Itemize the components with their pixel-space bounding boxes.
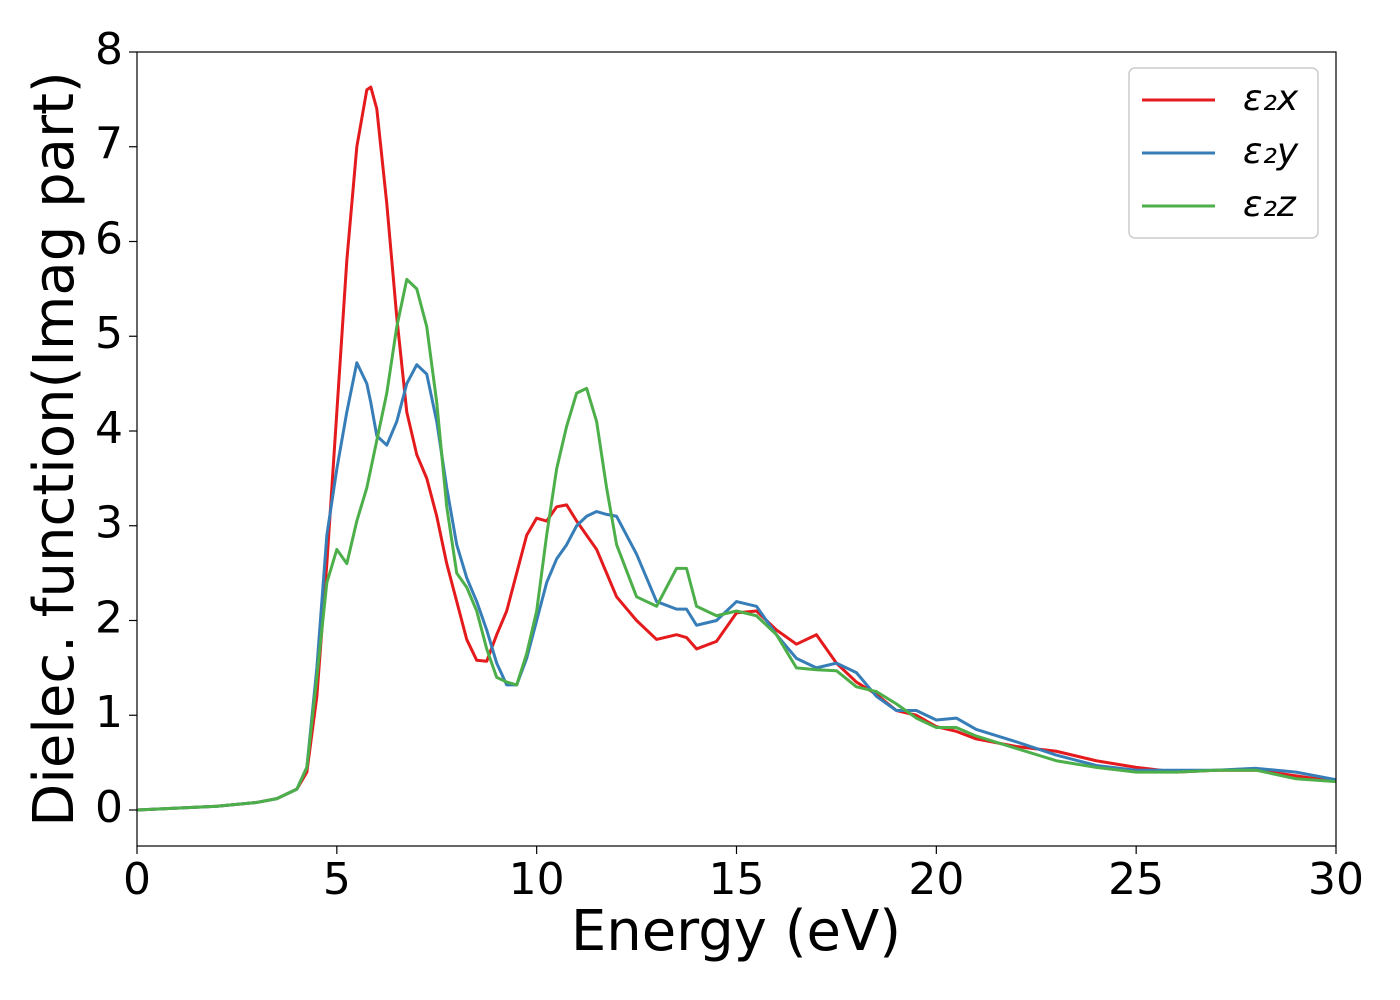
x-tick-label: 5 [323,854,351,905]
legend-label: ε₂y [1243,131,1299,172]
y-tick-label: 0 [95,782,123,833]
x-tick-label: 30 [1308,854,1364,905]
y-axis-label: Dielec. function(Imag part) [22,71,87,827]
y-tick-label: 5 [95,308,123,359]
y-tick-label: 4 [95,403,123,454]
y-tick-label: 2 [95,592,123,643]
x-tick-label: 15 [709,854,765,905]
y-tick-label: 6 [95,213,123,264]
series-line [136,277,1337,812]
legend-label: ε₂x [1243,78,1299,119]
x-tick-label: 0 [123,854,151,905]
x-tick-label: 25 [1108,854,1164,905]
x-tick-label: 10 [509,854,565,905]
x-axis-label: Energy (eV) [571,899,901,964]
y-tick-label: 8 [95,24,123,75]
y-tick-label: 7 [95,119,123,170]
legend-box [1128,67,1319,239]
y-tick-label: 1 [95,687,123,738]
series-line [136,361,1337,812]
y-tick-label: 3 [95,498,123,549]
legend-label: ε₂z [1243,184,1297,225]
x-tick-label: 20 [908,854,964,905]
